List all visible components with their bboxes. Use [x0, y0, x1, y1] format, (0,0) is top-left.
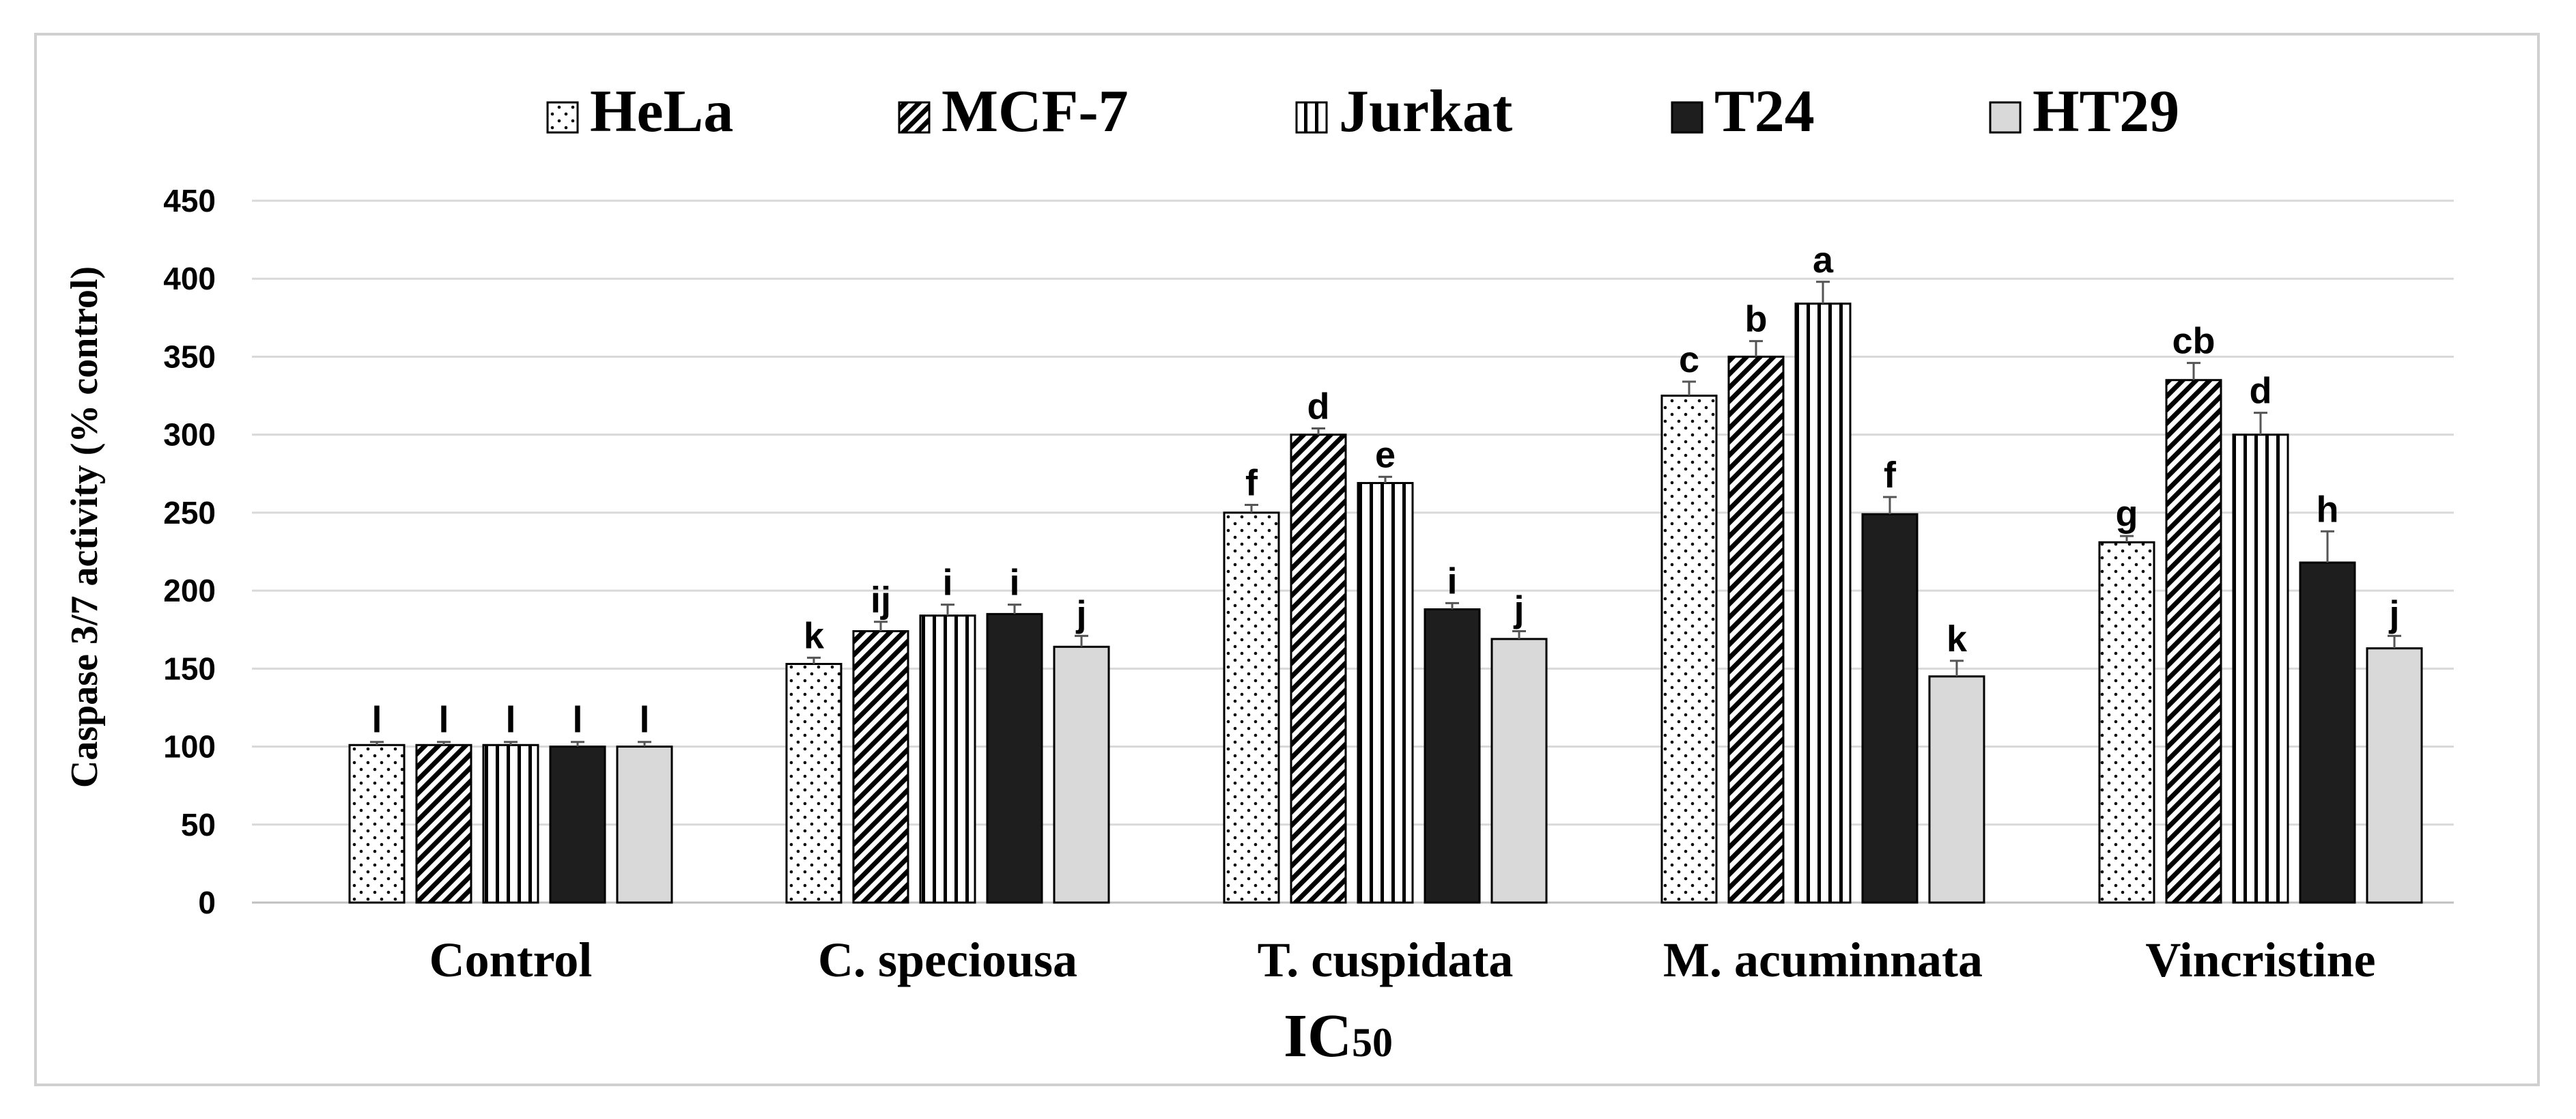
legend-label: Jurkat [1339, 79, 1512, 145]
y-tick-label: 450 [163, 183, 216, 218]
chart-frame: 0 50 100 150 200 250 300 350 400 450 l l l l l k ij i i j f… [34, 33, 2540, 1086]
bar [1223, 511, 1280, 904]
legend-label: MCF-7 [942, 79, 1129, 145]
legend-item: HT29 [1989, 79, 2179, 145]
significance-label: d [2250, 371, 2272, 412]
legend-swatch [546, 101, 579, 134]
significance-label: i [1009, 563, 1019, 604]
bar-group: kij i ij [785, 563, 1110, 904]
bar [415, 743, 472, 904]
bar [1928, 675, 1985, 904]
bar [919, 614, 976, 904]
bar [1660, 395, 1718, 904]
significance-label: k [804, 615, 825, 656]
legend-label: HeLa [590, 79, 733, 145]
significance-label: l [639, 700, 649, 741]
bar [1290, 434, 1347, 904]
y-tick-label: 200 [163, 573, 216, 608]
significance-label: g [2116, 494, 2138, 535]
y-tick-label: 350 [163, 339, 216, 374]
significance-label: f [1884, 455, 1897, 496]
significance-label: l [505, 700, 515, 741]
bar [2232, 434, 2289, 904]
bar [1053, 645, 1110, 904]
x-axis-title-subscript: 50 [1352, 1020, 1393, 1065]
category-label: Control [429, 933, 593, 987]
bar [1357, 481, 1414, 904]
bar [2299, 561, 2356, 904]
significance-label: cb [2172, 321, 2215, 362]
bar [2165, 379, 2222, 904]
bar [2366, 647, 2423, 904]
legend-item: MCF-7 [898, 79, 1129, 145]
legend-item: Jurkat [1295, 79, 1512, 145]
bar [1424, 608, 1481, 904]
x-axis-title: IC50 [1284, 1002, 1393, 1070]
bar [2098, 541, 2155, 904]
bar [785, 662, 843, 904]
significance-label: i [942, 563, 952, 604]
bar [1861, 513, 1919, 904]
legend-swatch [1295, 101, 1328, 134]
bar [986, 612, 1043, 904]
significance-label: a [1813, 240, 1834, 281]
y-tick-label: 400 [163, 261, 216, 296]
legend-label: HT29 [2033, 79, 2179, 145]
significance-label: h [2317, 489, 2339, 530]
significance-label: l [371, 700, 382, 741]
legend-swatch [1989, 101, 2022, 134]
significance-label: j [2388, 593, 2399, 634]
bar [549, 746, 606, 904]
y-axis-title: Caspase 3/7 activity (% control) [63, 266, 106, 788]
bar [1727, 355, 1785, 904]
significance-label: d [1307, 386, 1330, 427]
bar-group: c b a f k [1660, 240, 1985, 904]
legend-item: HeLa [546, 79, 733, 145]
significance-label: k [1947, 619, 1968, 660]
y-axis-ticks: 0 50 100 150 200 250 300 350 400 450 [163, 183, 216, 920]
significance-label: l [572, 700, 582, 741]
category-label: T. cuspidata [1258, 933, 1514, 987]
bar [348, 743, 406, 904]
bar [1794, 302, 1852, 904]
y-tick-label: 300 [163, 417, 216, 453]
significance-label: b [1745, 299, 1768, 340]
legend-label: T24 [1714, 79, 1815, 145]
significance-label: e [1375, 434, 1396, 475]
significance-label: j [1513, 589, 1524, 630]
significance-label: c [1679, 339, 1699, 380]
legend-swatch [1671, 101, 1703, 134]
category-label: C. speciousa [818, 933, 1077, 987]
significance-label: j [1075, 593, 1086, 634]
bar [482, 743, 539, 904]
y-tick-label: 0 [198, 885, 216, 920]
y-tick-label: 50 [181, 807, 216, 842]
legend: HeLa MCF-7 Jurkat T24 HT29 [546, 79, 2179, 145]
bar-group: g cbd h j [2098, 321, 2423, 904]
x-axis-category-labels: Control C. speciousa T. cuspidata M. acumin… [429, 933, 2376, 987]
significance-label: ij [871, 580, 891, 621]
y-tick-label: 250 [163, 495, 216, 530]
category-label: M. acuminnata [1663, 933, 1983, 987]
bar [852, 630, 909, 904]
significance-label: f [1245, 462, 1258, 503]
bar [1490, 638, 1548, 904]
y-tick-label: 150 [163, 651, 216, 686]
y-tick-label: 100 [163, 729, 216, 765]
bar-group: f d e i j [1223, 386, 1548, 904]
significance-label: l [438, 700, 449, 741]
category-label: Vincristine [2145, 933, 2375, 987]
legend-item: T24 [1671, 79, 1815, 145]
significance-label: i [1447, 561, 1457, 601]
bar [616, 746, 673, 904]
x-axis-title-main: IC [1284, 1002, 1352, 1070]
legend-swatch [898, 101, 931, 134]
